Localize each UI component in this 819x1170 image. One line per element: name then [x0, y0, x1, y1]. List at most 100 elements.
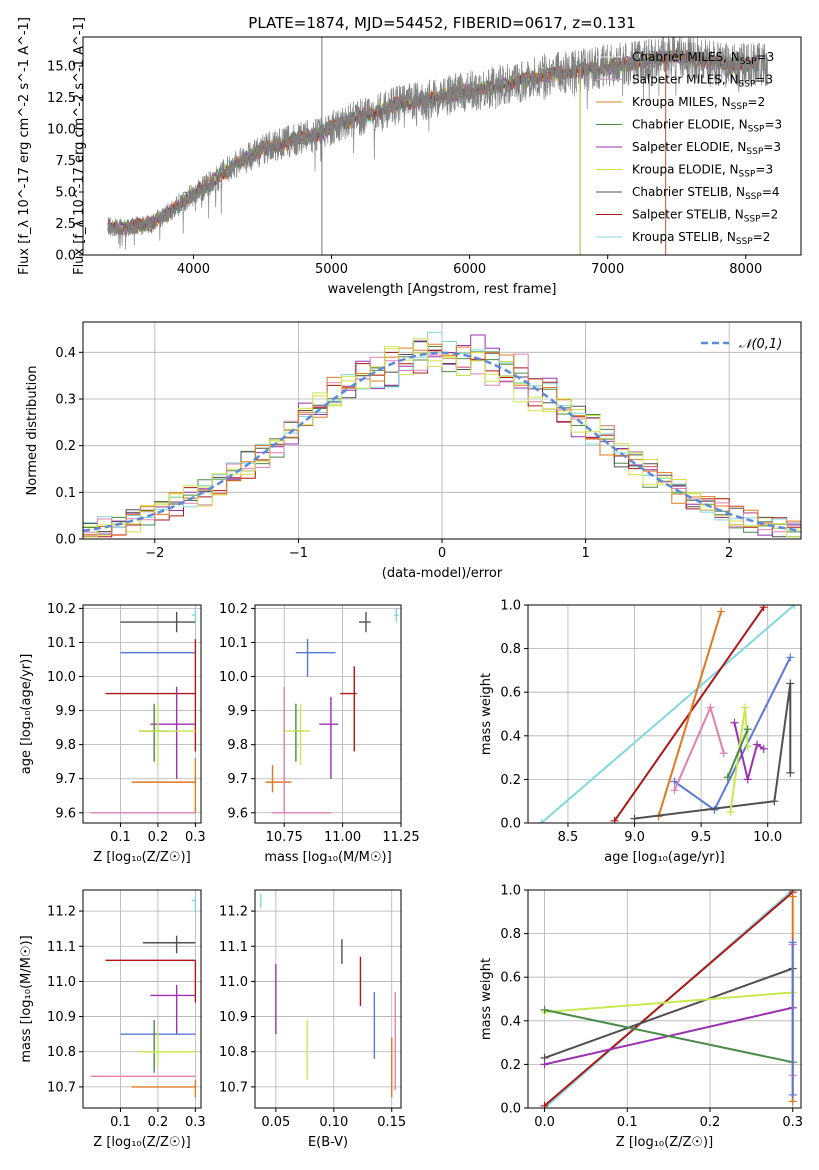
mass-weight-line: [544, 991, 793, 1014]
legend-label: Chabrier ELODIE, NSSP=3: [632, 118, 782, 135]
y-tick-label: 9.6: [227, 806, 248, 821]
legend-label-tail: =3: [763, 140, 781, 154]
panel-residuals: −2 −1 0 1 2 0.0 0.1 0.2 0.3 0.4 (data-model)/error…: [25, 321, 802, 581]
legend-label: 𝒩(0,1): [739, 337, 782, 352]
y-tick-label: 0.0: [55, 533, 76, 548]
y-tick-label: 10.8: [219, 1045, 248, 1060]
x-tick-label: 9.0: [624, 830, 645, 845]
mass-weight-marker: [540, 1101, 549, 1108]
x-axis-label: age [log₁₀(age/yr)]: [604, 850, 725, 865]
x-axis-label: wavelength [Angstrom, rest frame]: [328, 282, 557, 297]
y-tick-label: 11.1: [219, 940, 248, 955]
x-tick-label: 2: [725, 546, 733, 561]
legend-label-base: Chabrier STELIB, N: [632, 185, 745, 199]
errorbar-point: [139, 1020, 170, 1073]
normal-distribution-curve: [83, 351, 799, 533]
y-tick-label: 10.7: [219, 1080, 248, 1095]
mass-weight-marker: [726, 808, 735, 817]
errorbar-point: [131, 758, 197, 813]
mass-weight-marker: [786, 768, 795, 777]
panel-age_vs_mass: 10.75 11.00 11.25 9.6 9.7 9.8 9.9 10.0 10.1 10.2 m…: [219, 602, 420, 865]
mass-weight-marker: [786, 653, 795, 662]
legend-label-tail: =2: [761, 208, 779, 222]
y-tick-label: 0.8: [500, 927, 521, 942]
errorbar-point: [265, 765, 292, 793]
y-tick-label: 10.8: [47, 1045, 76, 1060]
errorbar-point: [358, 611, 371, 633]
residual-histogram-step: [83, 343, 801, 536]
mass-weight-marker: [717, 607, 726, 616]
legend-label-base: Kroupa STELIB, N: [632, 230, 736, 244]
x-axis-label: (data-model)/error: [382, 566, 503, 581]
y-tick-label: 10.9: [219, 1010, 248, 1025]
y-tick-label: 10.0: [47, 670, 76, 685]
y-tick-label: 0.0: [500, 817, 521, 832]
x-tick-label: −2: [145, 546, 164, 561]
axes-frame: [254, 604, 402, 824]
legend-label: Kroupa MILES, NSSP=2: [632, 95, 765, 112]
x-tick-label: 0.2: [148, 830, 169, 845]
y-tick-label: 15.0: [47, 59, 76, 74]
mass-weight-marker: [788, 1090, 797, 1099]
y-tick-label: 0.4: [500, 1014, 521, 1029]
mass-weight-marker: [753, 740, 762, 749]
mass-weight-marker: [759, 605, 768, 612]
legend-label: Kroupa ELODIE, NSSP=3: [632, 163, 773, 180]
y-tick-label: 2.5: [55, 217, 76, 232]
y-tick-label: 10.1: [47, 636, 76, 651]
plot-area-mass_vs_Z: [90, 897, 197, 1098]
x-tick-label: −1: [289, 546, 308, 561]
mass-weight-line: [673, 704, 725, 791]
axes-frame: [527, 604, 802, 824]
errorbar-point: [293, 703, 303, 762]
errorbar-point: [295, 639, 336, 677]
legend-label-sub: SSP: [744, 215, 761, 225]
x-tick-label: 4000: [177, 262, 210, 277]
y-axis-label: Flux [f_λ 10^-17 erg cm^-2 s^-1 A^-1]: [17, 17, 32, 275]
y-tick-label: 0.4: [500, 729, 521, 744]
legend-label-base: Salpeter STELIB, N: [632, 208, 744, 222]
panel-mass_weight_vs_age: 8.5 9.0 9.5 10.0 0.0 0.2 0.4 0.6 0.8 1.0 age [log₁…: [479, 599, 802, 865]
errorbar-point: [191, 608, 197, 623]
errorbar-point: [120, 611, 196, 633]
y-axis-label: age [log₁₀(age/yr)]: [19, 654, 34, 775]
residual-histogram-step: [83, 331, 801, 528]
y-tick-label: 0.6: [500, 686, 521, 701]
plot-area-residuals: [83, 331, 801, 538]
y-tick-label: 11.0: [47, 975, 76, 990]
y-tick-label: 9.9: [55, 704, 76, 719]
mass-weight-marker: [741, 703, 750, 712]
x-tick-label: 10.75: [266, 830, 303, 845]
y-tick-label: 0.8: [500, 642, 521, 657]
x-tick-label: 0.15: [377, 1115, 406, 1130]
y-tick-label: 9.7: [55, 772, 76, 787]
y-tick-label: 0.1: [55, 486, 76, 501]
errorbar-point: [319, 696, 338, 779]
legend-label-tail: =3: [757, 50, 775, 64]
mass-weight-line: [544, 1008, 793, 1064]
legend-label-base: Kroupa MILES, N: [632, 95, 731, 109]
x-tick-label: 8000: [729, 262, 762, 277]
legend-label: Chabrier MILES, NSSP=3: [632, 50, 774, 67]
panel-mass_vs_Z: 0.1 0.2 0.3 10.7 10.8 10.9 11.0 11.1 11.2 Z [log₁…: [19, 889, 206, 1150]
errorbar-point: [139, 703, 170, 762]
mass-weight-line: [673, 656, 792, 812]
mass-weight-marker: [743, 725, 752, 734]
mass-weight-marker: [719, 749, 728, 758]
x-tick-label: 5000: [315, 262, 348, 277]
y-tick-label: 10.0: [47, 122, 76, 137]
x-tick-label: 0.3: [782, 1115, 803, 1130]
y-tick-label: 11.2: [47, 905, 76, 920]
panel-spectrum: 4000 5000 6000 7000 8000 0.0 2.5 5.0 7.5 10.0 12.5…: [17, 17, 802, 297]
mass-weight-marker: [610, 816, 619, 823]
mass-weight-line: [733, 722, 765, 780]
y-tick-label: 11.2: [219, 905, 248, 920]
y-axis-label: mass [log₁₀(M/M☉)]: [19, 935, 34, 1062]
errorbar-point: [191, 897, 197, 912]
mass-weight-marker: [759, 744, 768, 753]
mass-weight-marker: [730, 718, 739, 727]
y-tick-label: 10.2: [47, 602, 76, 617]
plot-area-age_vs_mass: [265, 608, 399, 814]
legend-label: Salpeter STELIB, NSSP=2: [632, 208, 778, 225]
